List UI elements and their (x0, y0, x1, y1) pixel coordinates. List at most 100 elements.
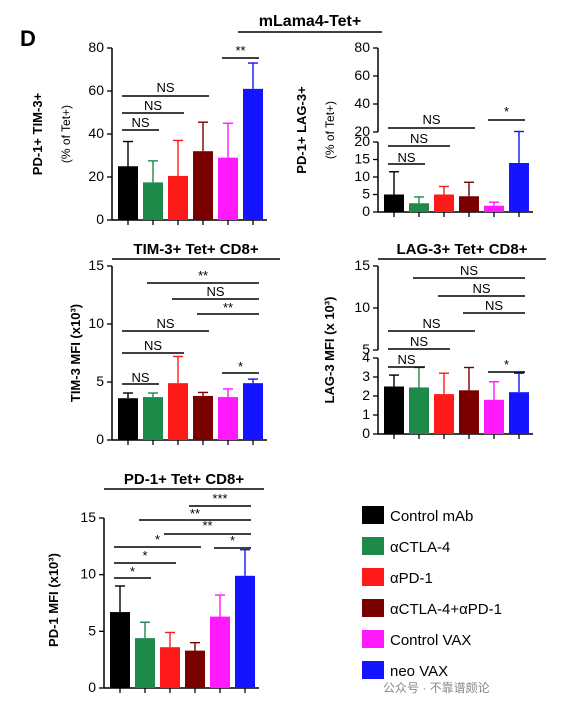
significance-label: ** (190, 506, 200, 521)
significance-label: NS (472, 281, 490, 296)
bar (168, 383, 188, 440)
significance-label: NS (485, 298, 503, 313)
significance-label: NS (156, 316, 174, 331)
bar (484, 399, 504, 434)
y-tick-label: 15 (354, 257, 370, 273)
bar (384, 386, 404, 434)
bar (235, 575, 255, 688)
chart-title: LAG-3+ Tet+ CD8+ (396, 241, 527, 258)
y-tick-label: 40 (354, 95, 370, 111)
chart-title: PD-1+ Tet+ CD8+ (124, 471, 244, 488)
chart-title: TIM-3+ Tet+ CD8+ (133, 241, 258, 258)
y-tick-label: 40 (88, 125, 104, 141)
y-tick-label: 60 (88, 82, 104, 98)
legend-label: Control VAX (390, 632, 471, 649)
bar (509, 163, 529, 212)
bar (193, 395, 213, 440)
significance-label: *** (212, 491, 227, 506)
bar (218, 157, 238, 220)
significance-label: NS (422, 316, 440, 331)
significance-label: ** (223, 300, 233, 315)
chart-pd1-tim3: PD-1+ TIM-3+ (% of Tet+) 0 20 40 60 80 NS NS NS ** (30, 39, 267, 227)
significance-label: * (238, 359, 243, 374)
legend-swatch (362, 661, 384, 679)
significance-label: NS (397, 352, 415, 367)
legend-swatch (362, 537, 384, 555)
bar (434, 394, 454, 434)
legend-label: Control mAb (390, 508, 473, 525)
significance-label: NS (131, 370, 149, 385)
bar (160, 647, 180, 688)
y-axis-label: LAG-3 MFI (x 10³) (322, 297, 337, 404)
y-tick-label: 5 (362, 341, 370, 357)
bar (384, 194, 404, 212)
bar (459, 196, 479, 212)
y-tick-label: 10 (80, 566, 96, 582)
bar (509, 392, 529, 434)
y-axis-label: TIM-3 MFI (x10³) (68, 304, 83, 402)
significance-label: NS (410, 131, 428, 146)
y-tick-label: 80 (354, 39, 370, 55)
y-tick-label: 20 (88, 168, 104, 184)
significance-label: ** (235, 43, 245, 58)
y-axis-label: PD-1+ LAG-3+ (294, 86, 309, 174)
bar (243, 88, 263, 220)
y-tick-label: 10 (354, 299, 370, 315)
y-tick-label: 10 (88, 315, 104, 331)
y-axis-sublabel: (% of Tet+) (59, 105, 73, 163)
y-tick-label: 60 (354, 67, 370, 83)
legend-swatch (362, 599, 384, 617)
significance-label: * (230, 533, 235, 548)
significance-label: ** (202, 518, 212, 533)
significance-label: NS (144, 98, 162, 113)
watermark: 公众号 · 不靠谱颇论 (383, 680, 490, 695)
chart-tim3-mfi: TIM-3+ Tet+ CD8+ TIM-3 MFI (x10³) 0 5 10 15 NS… (68, 241, 280, 447)
bar (434, 194, 454, 212)
significance-label: NS (144, 338, 162, 353)
y-tick-label: 10 (354, 168, 370, 184)
y-tick-label: 20 (354, 123, 370, 139)
bar (193, 151, 213, 220)
y-tick-label: 15 (354, 151, 370, 167)
bar (185, 650, 205, 688)
y-axis-label: PD-1 MFI (x10³) (46, 553, 61, 647)
legend-label: αPD-1 (390, 570, 433, 587)
bar (168, 175, 188, 220)
significance-label: * (142, 548, 147, 563)
charts: PD-1+ TIM-3+ (% of Tet+)020406080NSNSNS**… (30, 39, 546, 695)
legend-swatch (362, 506, 384, 524)
y-tick-label: 80 (88, 39, 104, 55)
y-tick-label: 0 (362, 203, 370, 219)
y-tick-label: 5 (362, 186, 370, 202)
panel-letter: D (20, 26, 36, 51)
legend: Control mAb αCTLA-4 αPD-1 αCTLA-4+αPD-1 Cont… (362, 506, 502, 680)
y-tick-label: 15 (88, 257, 104, 273)
chart-lag3-mfi: LAG-3+ Tet+ CD8+ LAG-3 MFI (x 10³) 5 10 15 0 1… (322, 241, 546, 441)
bar (118, 398, 138, 440)
significance-label: NS (131, 115, 149, 130)
legend-label: neo VAX (390, 663, 448, 680)
bar (459, 390, 479, 434)
y-tick-label: 4 (362, 349, 370, 365)
y-tick-label: 3 (362, 368, 370, 384)
y-tick-label: 1 (362, 406, 370, 422)
legend-label: αCTLA-4+αPD-1 (390, 601, 502, 618)
bar (210, 616, 230, 688)
chart-pd1-mfi: PD-1+ Tet+ CD8+PD-1 MFI (x10³)051015****… (46, 471, 264, 695)
bar (409, 203, 429, 212)
bar (218, 397, 238, 440)
significance-label: * (504, 104, 509, 119)
y-axis-sublabel: (% of Tet+) (323, 101, 337, 159)
significance-label: NS (460, 263, 478, 278)
y-tick-label: 2 (362, 387, 370, 403)
y-tick-label: 5 (88, 622, 96, 638)
y-tick-label: 0 (96, 431, 104, 447)
bar (143, 182, 163, 220)
bar (143, 397, 163, 440)
significance-label: NS (397, 150, 415, 165)
significance-label: * (130, 564, 135, 579)
group-title: mLama4-Tet+ (259, 13, 361, 30)
y-axis-label: PD-1+ TIM-3+ (30, 92, 45, 175)
